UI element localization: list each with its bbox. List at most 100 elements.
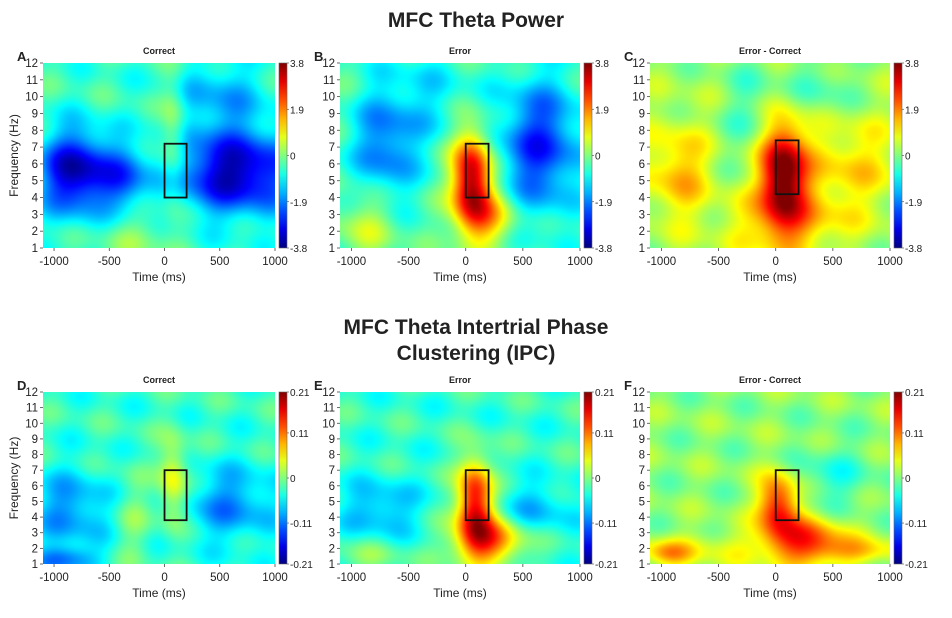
panel-b — [340, 63, 580, 248]
x-tick-label: 500 — [210, 256, 229, 268]
x-tick-label: -1000 — [647, 256, 676, 268]
heatmap-image — [650, 63, 890, 248]
colorbar — [583, 62, 593, 249]
x-tick-label: 1000 — [877, 572, 903, 584]
y-tick-label: 11 — [323, 403, 335, 415]
x-tick-label: -500 — [397, 572, 420, 584]
y-tick-label: 5 — [639, 176, 645, 188]
colorbar-tick-label: -3.8 — [595, 244, 613, 255]
y-tick-label: 12 — [632, 387, 645, 399]
y-tick-label: 8 — [32, 450, 38, 462]
y-tick-label: 3 — [329, 209, 335, 221]
x-tick-label: 1000 — [567, 256, 593, 268]
x-tick-label: 500 — [513, 256, 532, 268]
roi-box — [464, 469, 490, 522]
y-tick-label: 6 — [329, 159, 335, 171]
colorbar — [278, 391, 288, 565]
y-tick-label: 9 — [32, 434, 38, 446]
colorbar-tick-label: 3.8 — [905, 59, 919, 70]
roi-box — [163, 469, 188, 522]
colorbar-tick-label: 3.8 — [595, 59, 609, 70]
heatmap-image — [340, 392, 580, 564]
roi-box — [464, 142, 490, 199]
colorbar-tick-label: -0.21 — [595, 560, 618, 571]
y-tick-label: 6 — [32, 481, 38, 493]
x-tick-label: 1000 — [877, 256, 903, 268]
heatmap-image — [43, 392, 275, 564]
y-axis-label: Frequency (Hz) — [7, 114, 21, 197]
colorbar-tick-label: 0.11 — [905, 429, 924, 440]
x-tick-label: -500 — [707, 256, 730, 268]
x-tick-label: 500 — [210, 572, 229, 584]
roi-box — [774, 139, 800, 196]
colorbar-tick-label: 0 — [290, 152, 296, 163]
power-section-title: MFC Theta Power — [387, 9, 565, 32]
colorbar-tick-label: -1.9 — [905, 198, 923, 209]
colorbar-tick-label: -1.9 — [595, 198, 613, 209]
y-tick-label: 5 — [32, 496, 38, 508]
y-tick-label: 8 — [329, 125, 335, 137]
y-tick-label: 12 — [322, 387, 335, 399]
y-tick-label: 5 — [329, 496, 335, 508]
y-tick-label: 8 — [32, 125, 38, 137]
y-tick-label: 7 — [329, 142, 335, 154]
panel-title: Error — [449, 46, 472, 56]
x-tick-label: -1000 — [337, 572, 366, 584]
x-tick-label: -500 — [98, 572, 121, 584]
y-tick-label: 9 — [32, 108, 38, 120]
panel-letter: B — [314, 49, 323, 64]
x-tick-label: -500 — [397, 256, 420, 268]
y-tick-label: 7 — [639, 465, 645, 477]
y-tick-label: 4 — [329, 193, 336, 205]
y-tick-label: 11 — [323, 75, 335, 87]
x-axis-label: Time (ms) — [743, 586, 797, 600]
y-tick-label: 7 — [32, 142, 38, 154]
y-tick-label: 12 — [632, 58, 645, 70]
x-axis-label: Time (ms) — [743, 270, 797, 284]
y-tick-label: 6 — [639, 159, 645, 171]
y-tick-label: 7 — [639, 142, 645, 154]
colorbar-tick-label: 0 — [905, 152, 911, 163]
y-tick-label: 1 — [329, 243, 335, 255]
y-tick-label: 1 — [329, 559, 335, 571]
x-tick-label: -1000 — [39, 256, 68, 268]
panel-letter: C — [624, 49, 634, 64]
panel-title: Error — [449, 375, 472, 385]
y-tick-label: 9 — [329, 434, 335, 446]
colorbar-tick-label: -0.11 — [595, 519, 617, 530]
panel-a — [43, 63, 275, 248]
x-tick-label: -1000 — [647, 572, 676, 584]
colorbar-tick-label: -0.21 — [290, 560, 313, 571]
x-tick-label: 0 — [161, 572, 167, 584]
y-tick-label: 6 — [329, 481, 335, 493]
colorbar-tick-label: 1.9 — [905, 105, 919, 116]
x-axis-label: Time (ms) — [433, 270, 487, 284]
colorbar-tick-label: 0.11 — [595, 429, 614, 440]
y-axis-label: Frequency (Hz) — [7, 437, 21, 520]
x-tick-label: 1000 — [567, 572, 593, 584]
y-tick-label: 10 — [632, 418, 645, 430]
panel-title: Correct — [143, 46, 175, 56]
panel-f — [650, 392, 890, 564]
colorbar-tick-label: -3.8 — [905, 244, 923, 255]
y-tick-label: 4 — [639, 512, 646, 524]
x-tick-label: 0 — [161, 256, 167, 268]
colorbar — [278, 62, 288, 249]
y-tick-label: 4 — [329, 512, 336, 524]
panel-d — [43, 392, 275, 564]
panel-title: Error - Correct — [739, 46, 801, 56]
y-tick-label: 11 — [633, 403, 645, 415]
panel-c — [650, 63, 890, 248]
colorbar-tick-label: -0.21 — [905, 560, 928, 571]
panel-letter: A — [17, 49, 27, 64]
x-tick-label: -500 — [707, 572, 730, 584]
y-tick-label: 4 — [639, 193, 646, 205]
y-tick-label: 2 — [639, 543, 645, 555]
y-tick-label: 2 — [32, 543, 38, 555]
ipc-section-title-line2: Clustering (IPC) — [396, 342, 556, 365]
y-tick-label: 11 — [26, 75, 38, 87]
y-tick-label: 3 — [329, 528, 335, 540]
x-tick-label: 500 — [823, 256, 842, 268]
colorbar-tick-label: 1.9 — [595, 105, 609, 116]
colorbar-tick-label: 0.11 — [290, 429, 309, 440]
